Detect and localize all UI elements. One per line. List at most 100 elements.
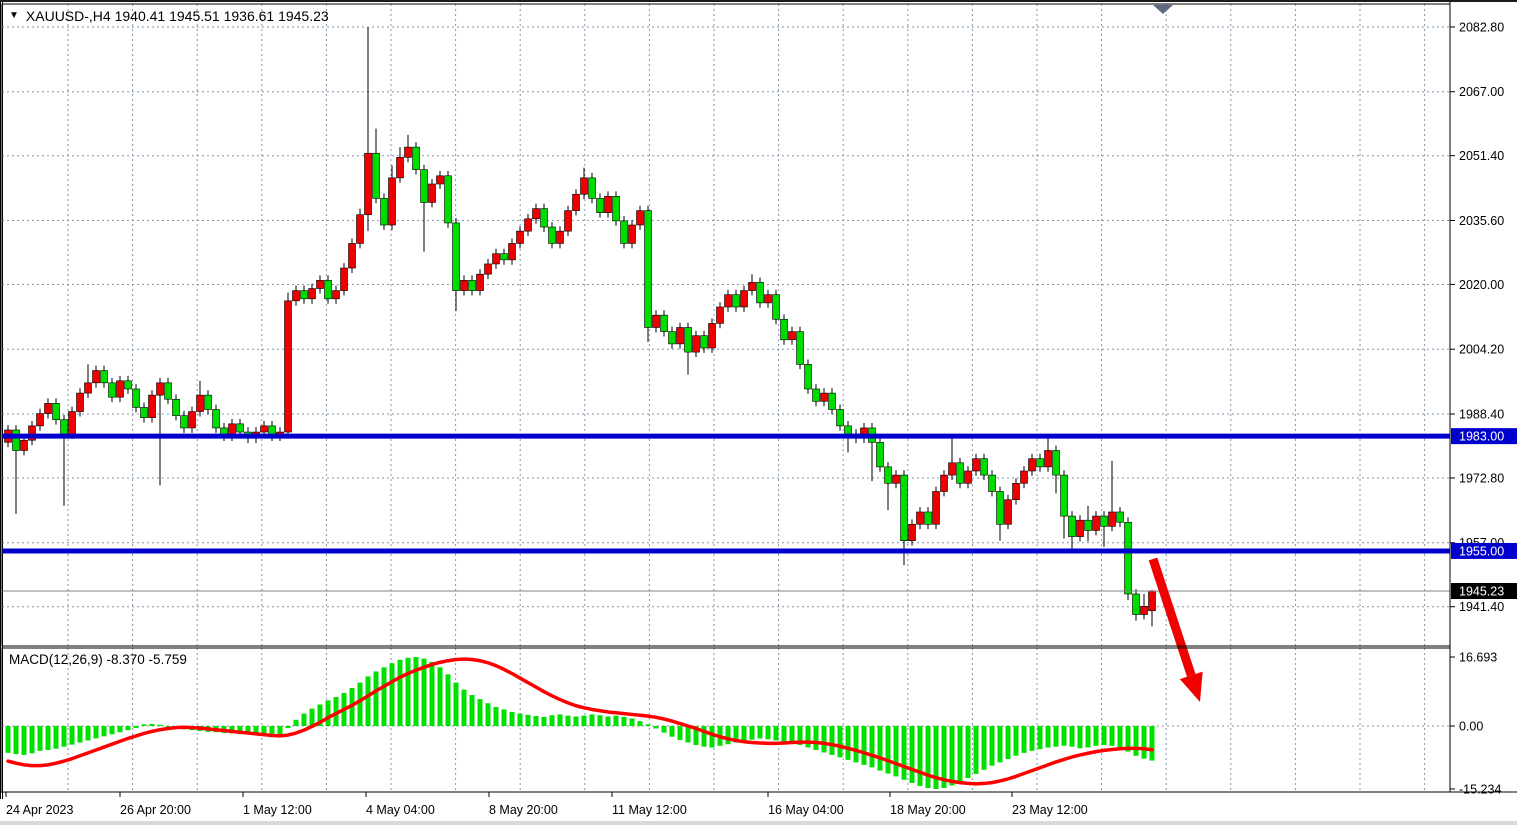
macd-histogram-bar <box>517 713 523 726</box>
candle-bear <box>644 210 652 328</box>
price-axis-label: 2035.60 <box>1459 214 1504 228</box>
candle-bull <box>1044 450 1052 468</box>
macd-histogram-bar <box>565 715 571 726</box>
macd-histogram-bar <box>637 721 643 726</box>
candle-bull <box>580 177 588 195</box>
macd-histogram-bar <box>797 726 803 746</box>
macd-histogram-bar <box>845 726 851 760</box>
macd-histogram-bar <box>829 726 835 755</box>
level-price-badge <box>1451 542 1517 559</box>
macd-histogram-bar <box>981 726 987 770</box>
macd-histogram-bar <box>445 674 451 726</box>
time-axis-label: 24 Apr 2023 <box>6 803 73 817</box>
macd-histogram-bar <box>669 726 675 737</box>
macd-histogram-bar <box>389 663 395 726</box>
candle-bear <box>420 169 428 203</box>
macd-histogram-bar <box>421 658 427 726</box>
candle-bear <box>212 409 220 429</box>
macd-histogram-bar <box>701 726 707 747</box>
candle-bear <box>124 380 132 390</box>
candle-bear <box>380 198 388 226</box>
candle-bear <box>668 331 676 345</box>
candle-bull <box>1020 470 1028 484</box>
candle-bull <box>292 290 300 302</box>
macd-histogram-bar <box>1037 726 1043 750</box>
macd-histogram-bar <box>533 716 539 726</box>
macd-histogram-bar <box>877 726 883 771</box>
candle-bull <box>332 290 340 300</box>
macd-histogram-bar <box>869 726 875 768</box>
candle-bull <box>948 462 956 476</box>
time-axis-label: 16 May 04:00 <box>768 803 844 817</box>
macd-histogram-bar <box>261 726 267 736</box>
candle-bear <box>596 198 604 213</box>
candlestick-series <box>4 26 1156 627</box>
candle-bear <box>452 222 460 291</box>
candle-bull <box>476 273 484 291</box>
time-axis-label: 8 May 20:00 <box>489 803 558 817</box>
macd-histogram-bar <box>301 713 307 726</box>
macd-histogram-bar <box>573 716 579 726</box>
candle-bull <box>1028 458 1036 472</box>
candle-bull <box>908 523 916 541</box>
macd-histogram-bar <box>1053 726 1059 747</box>
symbol-dropdown-icon[interactable]: ▼ <box>9 10 19 21</box>
macd-histogram-bar <box>1005 726 1011 760</box>
candle-bull <box>1004 499 1012 525</box>
candle-bull <box>356 214 364 244</box>
candle-bull <box>628 224 636 244</box>
candle-bear <box>132 388 140 408</box>
candle-bear <box>140 407 148 418</box>
price-axis-label: 1988.40 <box>1459 408 1504 422</box>
macd-histogram-bar <box>269 726 275 736</box>
macd-histogram-bar <box>285 726 291 729</box>
candle-bear <box>836 409 844 427</box>
candle-bull <box>964 470 972 484</box>
candle-bull <box>396 157 404 179</box>
candle-bear <box>60 419 68 435</box>
macd-histogram-bar <box>333 697 339 726</box>
macd-histogram-bar <box>837 726 843 758</box>
price-axis-label: 1972.80 <box>1459 471 1504 485</box>
macd-histogram-bar <box>117 726 123 733</box>
macd-histogram-bar <box>917 726 923 786</box>
macd-histogram-bar <box>653 726 659 729</box>
time-axis-label: 4 May 04:00 <box>366 803 435 817</box>
candle-bear <box>1060 474 1068 517</box>
macd-histogram-bar <box>165 726 171 728</box>
macd-histogram-bar <box>733 726 739 743</box>
candle-bear <box>876 441 884 468</box>
candle-bull <box>516 230 524 244</box>
candle-bull <box>404 146 412 158</box>
macd-histogram-bar <box>597 715 603 726</box>
window-bottom-edge <box>0 821 1517 825</box>
macd-histogram-bar <box>757 726 763 739</box>
macd-histogram-bar <box>685 726 691 743</box>
candle-bear <box>548 226 556 244</box>
price-axis-label: 2020.00 <box>1459 278 1504 292</box>
candle-bull <box>636 210 644 226</box>
scroll-marker-icon[interactable] <box>1153 5 1173 14</box>
macd-histogram-bar <box>805 726 811 748</box>
macd-histogram-bar <box>1061 726 1067 746</box>
candle-bear <box>100 370 108 384</box>
candle-bull <box>260 425 268 433</box>
macd-histogram-bar <box>1101 726 1107 746</box>
macd-histogram-bar <box>773 726 779 741</box>
level-price-badge-label: 1955.00 <box>1459 544 1504 558</box>
candle-bear <box>1084 519 1092 531</box>
macd-histogram-bar <box>365 676 371 726</box>
macd-histogram-bar <box>741 726 747 741</box>
macd-histogram-bar <box>437 667 443 726</box>
macd-histogram-bar <box>1125 726 1131 752</box>
macd-histogram-bar <box>493 706 499 726</box>
candle-bear <box>900 474 908 541</box>
macd-histogram-bar <box>677 726 683 741</box>
candle-bull <box>524 218 532 232</box>
macd-histogram-bar <box>957 726 963 783</box>
macd-histogram-bar <box>13 726 19 755</box>
candle-bull <box>972 458 980 472</box>
macd-histogram-bar <box>621 716 627 726</box>
candle-bear <box>660 314 668 332</box>
